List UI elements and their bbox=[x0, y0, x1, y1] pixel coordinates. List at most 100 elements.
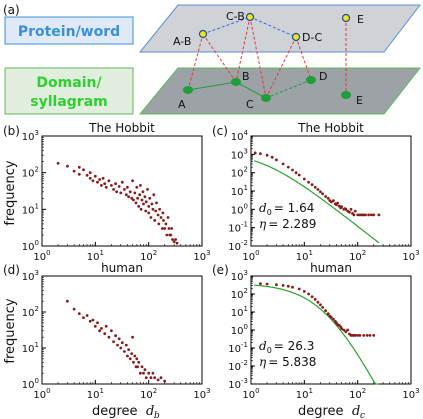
data-point-b bbox=[107, 179, 111, 183]
data-point-b bbox=[77, 172, 81, 176]
data-point-b bbox=[88, 176, 92, 180]
data-point-e bbox=[326, 312, 330, 316]
bottom-node-e-label: E bbox=[356, 94, 363, 107]
y-tick-label-e: 103 bbox=[231, 269, 248, 283]
chart-title-d: human bbox=[101, 261, 143, 275]
chart-title-e: human bbox=[310, 261, 352, 275]
bottom-node-d bbox=[306, 76, 316, 84]
top-node-ab-label: A-B bbox=[173, 35, 191, 48]
data-point-b bbox=[156, 213, 160, 217]
data-point-b bbox=[159, 216, 163, 219]
fit-curve-e bbox=[254, 284, 379, 385]
y-tick-label-b: 100 bbox=[22, 239, 39, 253]
data-point-b bbox=[135, 185, 139, 189]
data-point-b bbox=[141, 190, 145, 194]
y-tick-label-b: 101 bbox=[22, 202, 39, 216]
data-point-b bbox=[103, 182, 107, 186]
data-point-b bbox=[149, 216, 153, 219]
y-axis-label-d: frequency bbox=[3, 298, 18, 364]
data-point-d bbox=[124, 343, 128, 347]
data-point-b bbox=[120, 180, 124, 184]
data-point-d bbox=[156, 378, 160, 382]
x-tick-label-d: 103 bbox=[193, 387, 210, 401]
y-tick-label-d: 101 bbox=[22, 341, 39, 355]
data-point-b bbox=[165, 233, 169, 237]
data-point-d bbox=[98, 329, 101, 333]
data-point-d bbox=[163, 379, 167, 383]
data-point-b bbox=[147, 205, 151, 208]
data-point-d bbox=[77, 312, 81, 315]
data-point-c bbox=[349, 207, 353, 211]
data-point-b bbox=[137, 205, 141, 208]
data-point-d bbox=[123, 350, 126, 353]
data-point-d bbox=[127, 348, 130, 351]
top-node-ab bbox=[198, 29, 208, 39]
data-point-d bbox=[119, 346, 123, 350]
data-point-b bbox=[72, 169, 76, 173]
bottom-node-e bbox=[341, 91, 351, 99]
data-point-b bbox=[153, 219, 157, 222]
plot-frame-b bbox=[41, 135, 203, 247]
data-point-d bbox=[117, 337, 121, 341]
data-point-b bbox=[98, 178, 101, 181]
data-point-b bbox=[144, 209, 148, 213]
data-point-c bbox=[313, 185, 317, 189]
data-point-b bbox=[148, 196, 152, 200]
y-tick-label-e: 102 bbox=[231, 287, 248, 301]
bottom-layer-links bbox=[187, 79, 312, 99]
data-point-d bbox=[135, 357, 139, 361]
data-point-d bbox=[159, 376, 163, 380]
bottom-node-b bbox=[231, 78, 241, 86]
x-tick-label-b: 100 bbox=[33, 249, 50, 263]
data-point-b bbox=[151, 207, 155, 211]
x-tick-label-d: 100 bbox=[33, 387, 50, 401]
data-point-d bbox=[110, 329, 113, 333]
data-point-d bbox=[126, 354, 129, 358]
annotation-eta-e: η = 5.838 bbox=[259, 355, 316, 369]
data-point-b bbox=[112, 188, 115, 191]
data-point-e bbox=[259, 282, 262, 285]
data-point-d bbox=[136, 365, 140, 369]
data-point-e bbox=[358, 334, 362, 337]
data-point-e bbox=[344, 330, 348, 334]
data-point-d bbox=[130, 352, 134, 355]
data-point-b bbox=[166, 216, 170, 219]
data-point-c bbox=[259, 152, 262, 156]
data-point-b bbox=[104, 185, 108, 189]
data-point-b bbox=[133, 191, 137, 195]
y-tick-label-c: 102 bbox=[231, 166, 248, 180]
x-tick-label-c: 102 bbox=[349, 249, 366, 263]
bottom-node-c-label: C bbox=[246, 98, 254, 111]
svg-text:b: b bbox=[154, 411, 160, 419]
data-point-e bbox=[321, 306, 324, 309]
data-point-e bbox=[275, 283, 278, 287]
data-point-b bbox=[164, 222, 168, 226]
data-point-e bbox=[353, 334, 357, 337]
data-point-b bbox=[110, 184, 113, 187]
y-tick-label-b: 103 bbox=[22, 129, 39, 143]
data-point-c bbox=[307, 180, 310, 184]
y-tick-label-c: 100 bbox=[231, 202, 248, 216]
data-point-d bbox=[128, 357, 132, 361]
data-point-c bbox=[377, 213, 381, 217]
y-tick-label-e: 101 bbox=[231, 305, 248, 319]
data-point-e bbox=[332, 317, 335, 321]
data-point-d bbox=[82, 316, 85, 319]
data-point-c bbox=[253, 151, 257, 155]
data-point-d bbox=[85, 314, 89, 317]
data-point-c bbox=[356, 213, 360, 217]
data-point-d bbox=[114, 334, 117, 338]
data-point-b bbox=[91, 179, 95, 183]
data-point-b bbox=[172, 240, 176, 244]
y-tick-label-e: 10-2 bbox=[228, 359, 248, 373]
chart-panel-d: human 100 101 102 103 100 101 102 103 bbox=[22, 261, 211, 401]
y-tick-label-c: 103 bbox=[231, 147, 248, 161]
data-point-d bbox=[153, 376, 157, 380]
data-point-d bbox=[72, 307, 76, 311]
data-point-e bbox=[291, 285, 294, 289]
data-point-b bbox=[119, 191, 123, 195]
data-point-d bbox=[107, 335, 111, 339]
y-tick-label-e: 10-3 bbox=[228, 377, 248, 391]
x-tick-label-c: 103 bbox=[402, 249, 419, 263]
